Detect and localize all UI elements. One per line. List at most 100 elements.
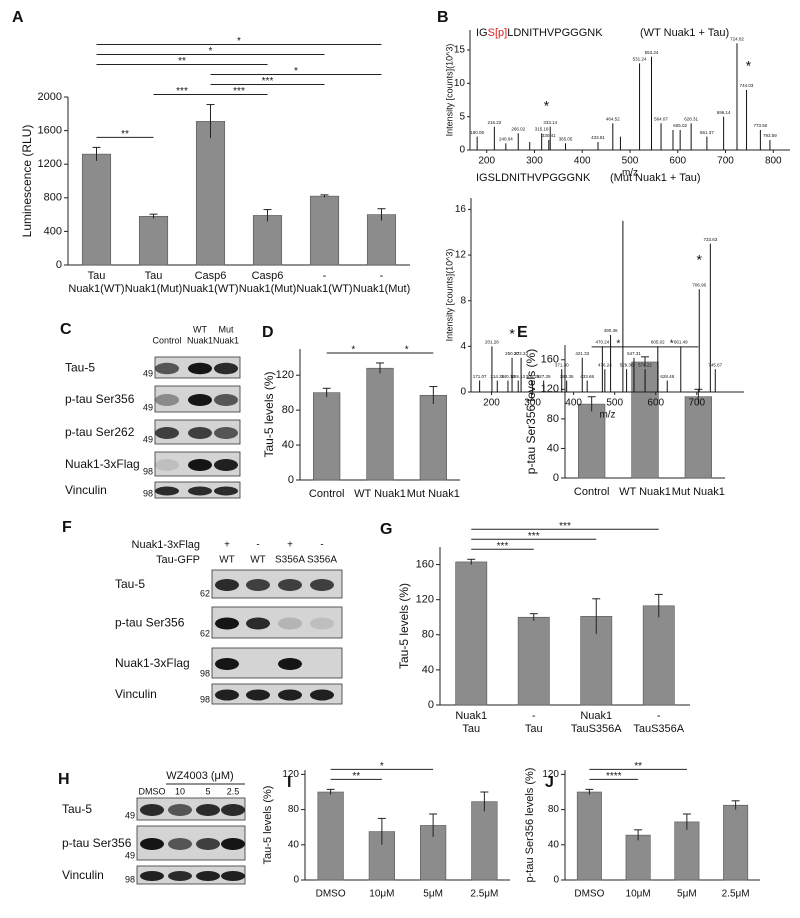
condition-label: Tau-GFP <box>156 554 200 566</box>
peak-label: 531.24 <box>633 57 647 62</box>
lane-label: + <box>287 540 293 551</box>
y-tick-label: 10 <box>454 78 466 89</box>
x-tick-label: TauS356A <box>633 723 684 735</box>
x-tick-label: TauS356A <box>571 723 622 735</box>
x-tick-label: 200 <box>478 156 495 167</box>
size-marker: 98 <box>200 694 210 704</box>
x-tick-label: 600 <box>669 156 686 167</box>
panel-letter: F <box>62 519 72 536</box>
blot-band <box>214 459 238 471</box>
blot-band <box>155 394 179 406</box>
blot-band <box>278 689 302 701</box>
lane-label: 5 <box>205 786 210 796</box>
peak-label: 605.02 <box>651 340 665 345</box>
peak-label: 464.52 <box>606 117 620 122</box>
x-tick-label: Tau <box>88 270 106 282</box>
x-tick-label: Control <box>574 486 609 498</box>
significance-label: *** <box>497 541 509 552</box>
size-marker: 49 <box>143 402 153 412</box>
x-tick-label: 700 <box>688 398 705 409</box>
peak-label: 315.18 <box>535 127 549 132</box>
peak-label: 793.59 <box>763 133 777 138</box>
peak-label: 661.37 <box>700 130 714 135</box>
lane-label: - <box>256 540 259 551</box>
blot-band <box>310 617 334 630</box>
y-tick-label: 0 <box>460 387 466 398</box>
blot-band <box>188 459 212 471</box>
blot-band <box>310 689 334 701</box>
peak-label: 365.05 <box>559 137 573 142</box>
x-tick-label: 600 <box>647 398 664 409</box>
y-axis-label: Luminescence (RLU) <box>20 125 34 238</box>
peak-label: 773.50 <box>754 123 768 128</box>
blot-band <box>214 394 238 406</box>
size-marker: 98 <box>200 668 210 678</box>
y-tick-label: 120 <box>416 594 434 606</box>
peak-label: 272.23 <box>514 351 528 356</box>
peak-star: * <box>509 326 515 342</box>
x-tick-label: 500 <box>622 156 639 167</box>
row-label: Vinculin <box>115 687 157 701</box>
bar <box>674 821 700 881</box>
y-tick-label: 40 <box>288 839 300 850</box>
peak-label: 490.36 <box>604 328 618 333</box>
row-label: Nuak1-3xFlag <box>65 457 140 471</box>
size-marker: 98 <box>125 874 135 884</box>
peak-label: 733.63 <box>703 237 717 242</box>
size-marker: 49 <box>143 368 153 378</box>
y-tick-label: 80 <box>422 629 434 641</box>
significance-label: * <box>616 338 620 349</box>
x-tick-label: WT Nuak1 <box>354 488 406 500</box>
significance-label: *** <box>559 521 571 532</box>
treatment-label: WZ4003 (μM) <box>166 770 233 782</box>
blot-band <box>155 486 179 496</box>
x-tick-label: Control <box>309 488 344 500</box>
lane-label: S356A <box>307 555 337 566</box>
peak-label: 724.02 <box>730 37 744 42</box>
x-tick-label: Nuak1(WT) <box>296 283 352 295</box>
x-tick-label: DMSO <box>574 889 604 900</box>
y-tick-label: 160 <box>416 558 434 570</box>
blot-band <box>168 871 192 881</box>
row-label: Tau-5 <box>62 802 92 816</box>
y-axis-label: p-tau Ser356 levels (%) <box>524 349 538 474</box>
bar <box>138 215 169 266</box>
blot-band <box>188 427 212 439</box>
bar <box>576 791 602 881</box>
x-tick-label: 2.5μM <box>470 889 498 900</box>
spectrum-title: IGSLDNITHVPGGGNK <box>476 172 591 184</box>
x-tick-label: Tau <box>462 723 480 735</box>
y-tick-label: 0 <box>428 699 434 711</box>
x-tick-label: 300 <box>524 398 541 409</box>
bar <box>684 396 712 479</box>
bar <box>625 834 651 881</box>
blot-band <box>196 871 220 881</box>
blot-band <box>188 394 212 406</box>
significance-label: ** <box>634 761 642 772</box>
y-tick-label: 0 <box>553 472 559 484</box>
blot-band <box>196 838 220 850</box>
peak-label: 706.96 <box>692 282 706 287</box>
y-tick-label: 0 <box>288 474 294 486</box>
y-tick-label: 800 <box>44 192 62 204</box>
peak-label: 433.81 <box>591 135 605 140</box>
blot-band <box>310 579 334 591</box>
x-tick-label: Casp6 <box>252 270 284 282</box>
size-marker: 49 <box>125 850 135 860</box>
x-tick-label: 10μM <box>626 889 651 900</box>
row-label: Tau-5 <box>65 361 95 375</box>
peak-label: 201.28 <box>485 340 499 345</box>
blot-band <box>215 658 239 670</box>
y-axis-label: p-tau Ser356 levels (%) <box>524 768 536 883</box>
blot-band <box>140 804 164 816</box>
significance-label: ** <box>352 771 360 782</box>
peak-label: 744.03 <box>740 83 754 88</box>
x-tick-label: 400 <box>574 156 591 167</box>
panel-letter: A <box>12 9 24 26</box>
x-tick-label: 10μM <box>369 889 394 900</box>
y-tick-label: 400 <box>44 225 62 237</box>
x-tick-label: 2.5μM <box>722 889 750 900</box>
y-tick-label: 40 <box>422 664 434 676</box>
blot-band <box>246 579 270 591</box>
blot-band <box>140 838 164 850</box>
